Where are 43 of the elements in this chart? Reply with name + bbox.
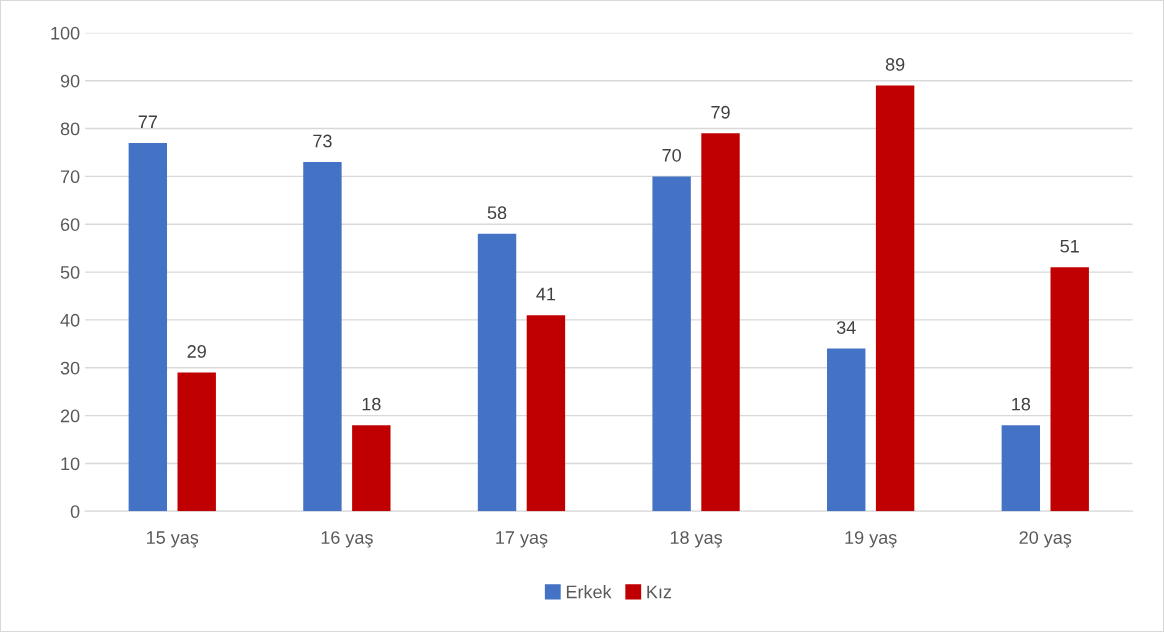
y-tick-label: 10 — [61, 457, 80, 471]
y-tick-label: 30 — [60, 361, 80, 375]
y-tick-label: 20 — [60, 409, 80, 423]
y-tick-label: 60 — [60, 218, 80, 231]
y-tick-label: 70 — [60, 170, 80, 184]
bar — [477, 233, 517, 512]
y-tick-label: 80 — [60, 122, 80, 136]
x-tick-label: 17 yaş — [496, 531, 548, 548]
data-label: 18 — [1012, 397, 1031, 411]
bar — [875, 85, 915, 512]
data-label: 29 — [187, 345, 206, 358]
bar — [701, 133, 740, 512]
bar — [352, 425, 391, 512]
bar — [1050, 267, 1089, 512]
data-label: 89 — [885, 58, 905, 71]
x-tick-label: 19 yaş — [845, 531, 897, 548]
bar — [128, 142, 168, 512]
y-tick-label: 90 — [60, 74, 80, 88]
x-tick-label: 20 yaş — [1019, 531, 1072, 548]
data-label: 18 — [362, 397, 381, 411]
data-label: 73 — [313, 134, 332, 148]
data-label: 41 — [536, 287, 556, 301]
bar — [177, 372, 216, 512]
x-tick-label: 16 yaş — [321, 531, 373, 548]
x-tick-label: 18 yaş — [670, 531, 723, 548]
bar — [1001, 425, 1041, 512]
y-tick-label: 100 — [51, 26, 80, 40]
data-label: 58 — [487, 206, 507, 220]
bar — [526, 315, 566, 512]
bar — [652, 176, 691, 512]
y-tick-label: 0 — [70, 505, 80, 519]
data-label: 79 — [711, 105, 730, 119]
data-label: 70 — [662, 148, 681, 162]
x-tick-label: 15 yaş — [147, 531, 199, 548]
data-label: 51 — [1060, 240, 1079, 253]
y-tick-label: 40 — [60, 313, 80, 327]
y-tick-label: 50 — [60, 266, 80, 279]
data-label: 77 — [138, 115, 157, 129]
bar — [827, 348, 866, 512]
data-label: 34 — [836, 321, 856, 334]
bar — [303, 162, 342, 512]
legend-label: Erkek — [566, 585, 612, 599]
legend-label: Kız — [647, 585, 672, 599]
